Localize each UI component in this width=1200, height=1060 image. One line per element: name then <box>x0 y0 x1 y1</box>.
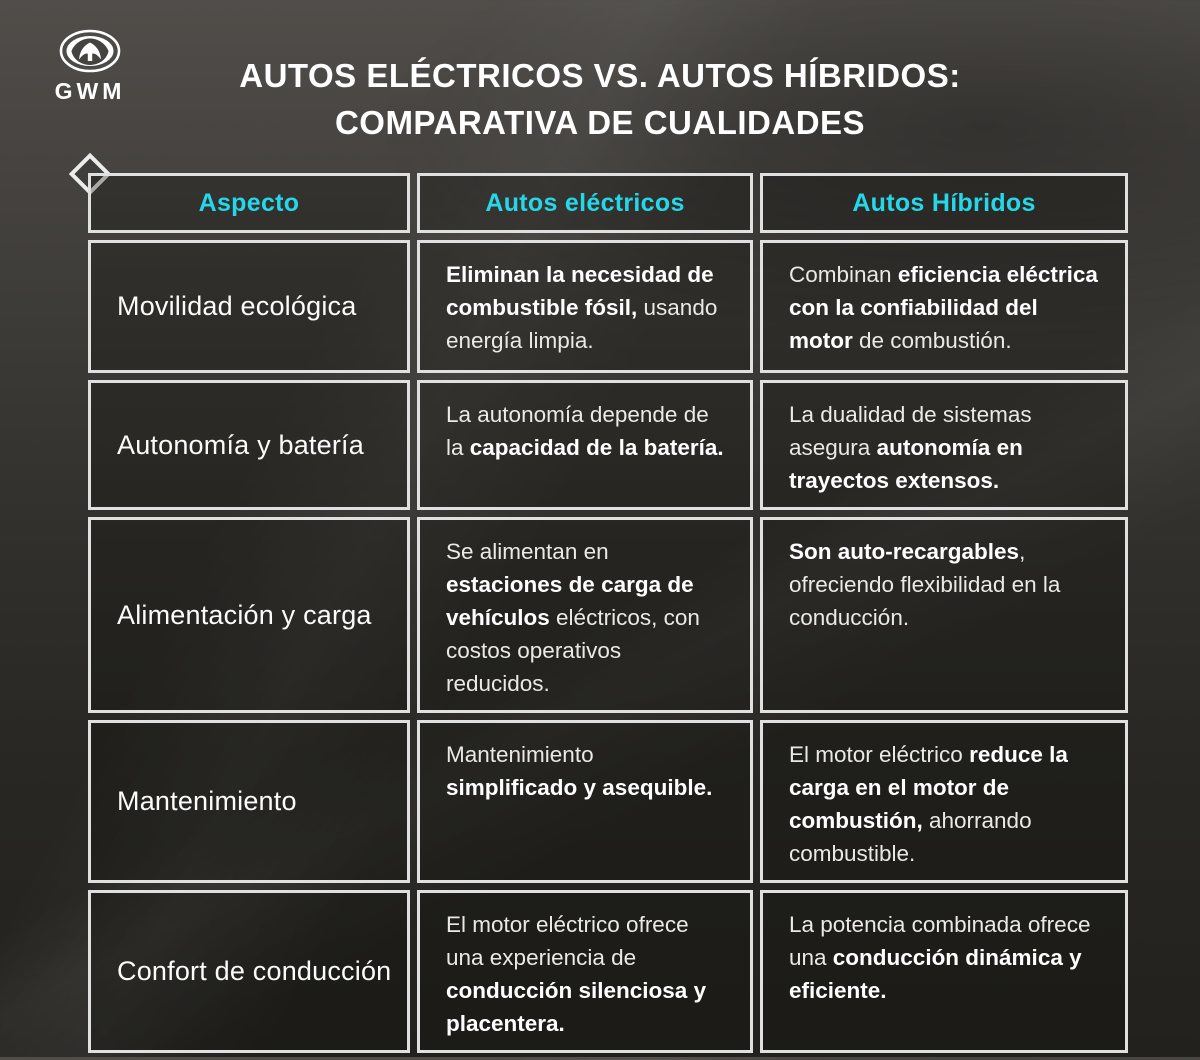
row-1-hybrid-cell: Combinan eficiencia eléctrica con la con… <box>760 240 1128 373</box>
table-row: Autonomía y batería La autonomía depende… <box>88 380 1128 510</box>
row-3-aspect-cell: Alimentación y carga <box>88 517 410 713</box>
row-3-electric-cell: Se alimentan en estaciones de carga de v… <box>417 517 753 713</box>
row-4-aspect-cell: Mantenimiento <box>88 720 410 883</box>
comparison-table: Aspecto Autos eléctricos Autos Híbridos … <box>81 166 1135 1060</box>
row-1-aspect-cell: Movilidad ecológica <box>88 240 410 373</box>
table-row: Confort de conducción El motor eléctrico… <box>88 890 1128 1053</box>
row-2-aspect-cell: Autonomía y batería <box>88 380 410 510</box>
row-3-hybrid-cell: Son auto-recargables, ofreciendo flexibi… <box>760 517 1128 713</box>
row-5-electric-cell: El motor eléctrico ofrece una experienci… <box>417 890 753 1053</box>
row-4-hybrid-cell: El motor eléctrico reduce la carga en el… <box>760 720 1128 883</box>
table-row: Alimentación y carga Se alimentan en est… <box>88 517 1128 713</box>
row-2-electric-cell: La autonomía depende de la capacidad de … <box>417 380 753 510</box>
page-title-line1: AUTOS ELÉCTRICOS VS. AUTOS HÍBRIDOS: <box>239 57 961 94</box>
row-4-electric-cell: Mantenimiento simplificado y asequible. <box>417 720 753 883</box>
gwm-wordmark: GWM <box>54 78 126 104</box>
row-2-hybrid-cell: La dualidad de sistemas asegura autonomí… <box>760 380 1128 510</box>
header-autos-electricos: Autos eléctricos <box>417 173 753 233</box>
table-header-row: Aspecto Autos eléctricos Autos Híbridos <box>88 173 1128 233</box>
table-row: Movilidad ecológica Eliminan la necesida… <box>88 240 1128 373</box>
row-5-aspect-cell: Confort de conducción <box>88 890 410 1053</box>
gwm-emblem-icon <box>40 28 140 74</box>
table-row: Mantenimiento Mantenimiento simplificado… <box>88 720 1128 883</box>
header-aspecto: Aspecto <box>88 173 410 233</box>
header-autos-hibridos: Autos Híbridos <box>760 173 1128 233</box>
row-1-electric-cell: Eliminan la necesidad de combustible fós… <box>417 240 753 373</box>
page-title: AUTOS ELÉCTRICOS VS. AUTOS HÍBRIDOS: COM… <box>0 52 1200 146</box>
gwm-logo: GWM <box>40 28 140 105</box>
row-5-hybrid-cell: La potencia combinada ofrece una conducc… <box>760 890 1128 1053</box>
page-title-line2: COMPARATIVA DE CUALIDADES <box>334 104 866 141</box>
